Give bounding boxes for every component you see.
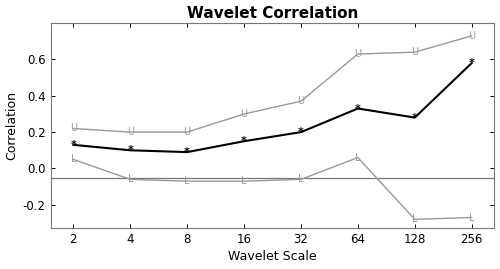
Text: L: L [298, 174, 304, 184]
X-axis label: Wavelet Scale: Wavelet Scale [228, 250, 317, 263]
Text: U: U [354, 49, 362, 59]
Y-axis label: Correlation: Correlation [6, 91, 18, 160]
Text: L: L [412, 214, 418, 224]
Text: L: L [355, 153, 360, 162]
Text: *: * [70, 140, 76, 150]
Text: U: U [298, 96, 304, 106]
Text: *: * [355, 104, 361, 114]
Text: U: U [70, 123, 77, 133]
Text: U: U [411, 47, 418, 57]
Text: *: * [298, 127, 304, 137]
Text: L: L [128, 174, 133, 184]
Text: U: U [240, 109, 248, 119]
Title: Wavelet Correlation: Wavelet Correlation [187, 6, 358, 20]
Text: U: U [126, 127, 134, 137]
Text: *: * [468, 58, 474, 68]
Text: *: * [412, 113, 418, 123]
Text: U: U [184, 127, 190, 137]
Text: *: * [184, 147, 190, 157]
Text: *: * [128, 145, 133, 155]
Text: L: L [184, 176, 190, 186]
Text: *: * [241, 136, 247, 146]
Text: U: U [468, 31, 475, 41]
Text: L: L [242, 176, 247, 186]
Text: L: L [469, 213, 474, 222]
Text: L: L [70, 154, 76, 164]
